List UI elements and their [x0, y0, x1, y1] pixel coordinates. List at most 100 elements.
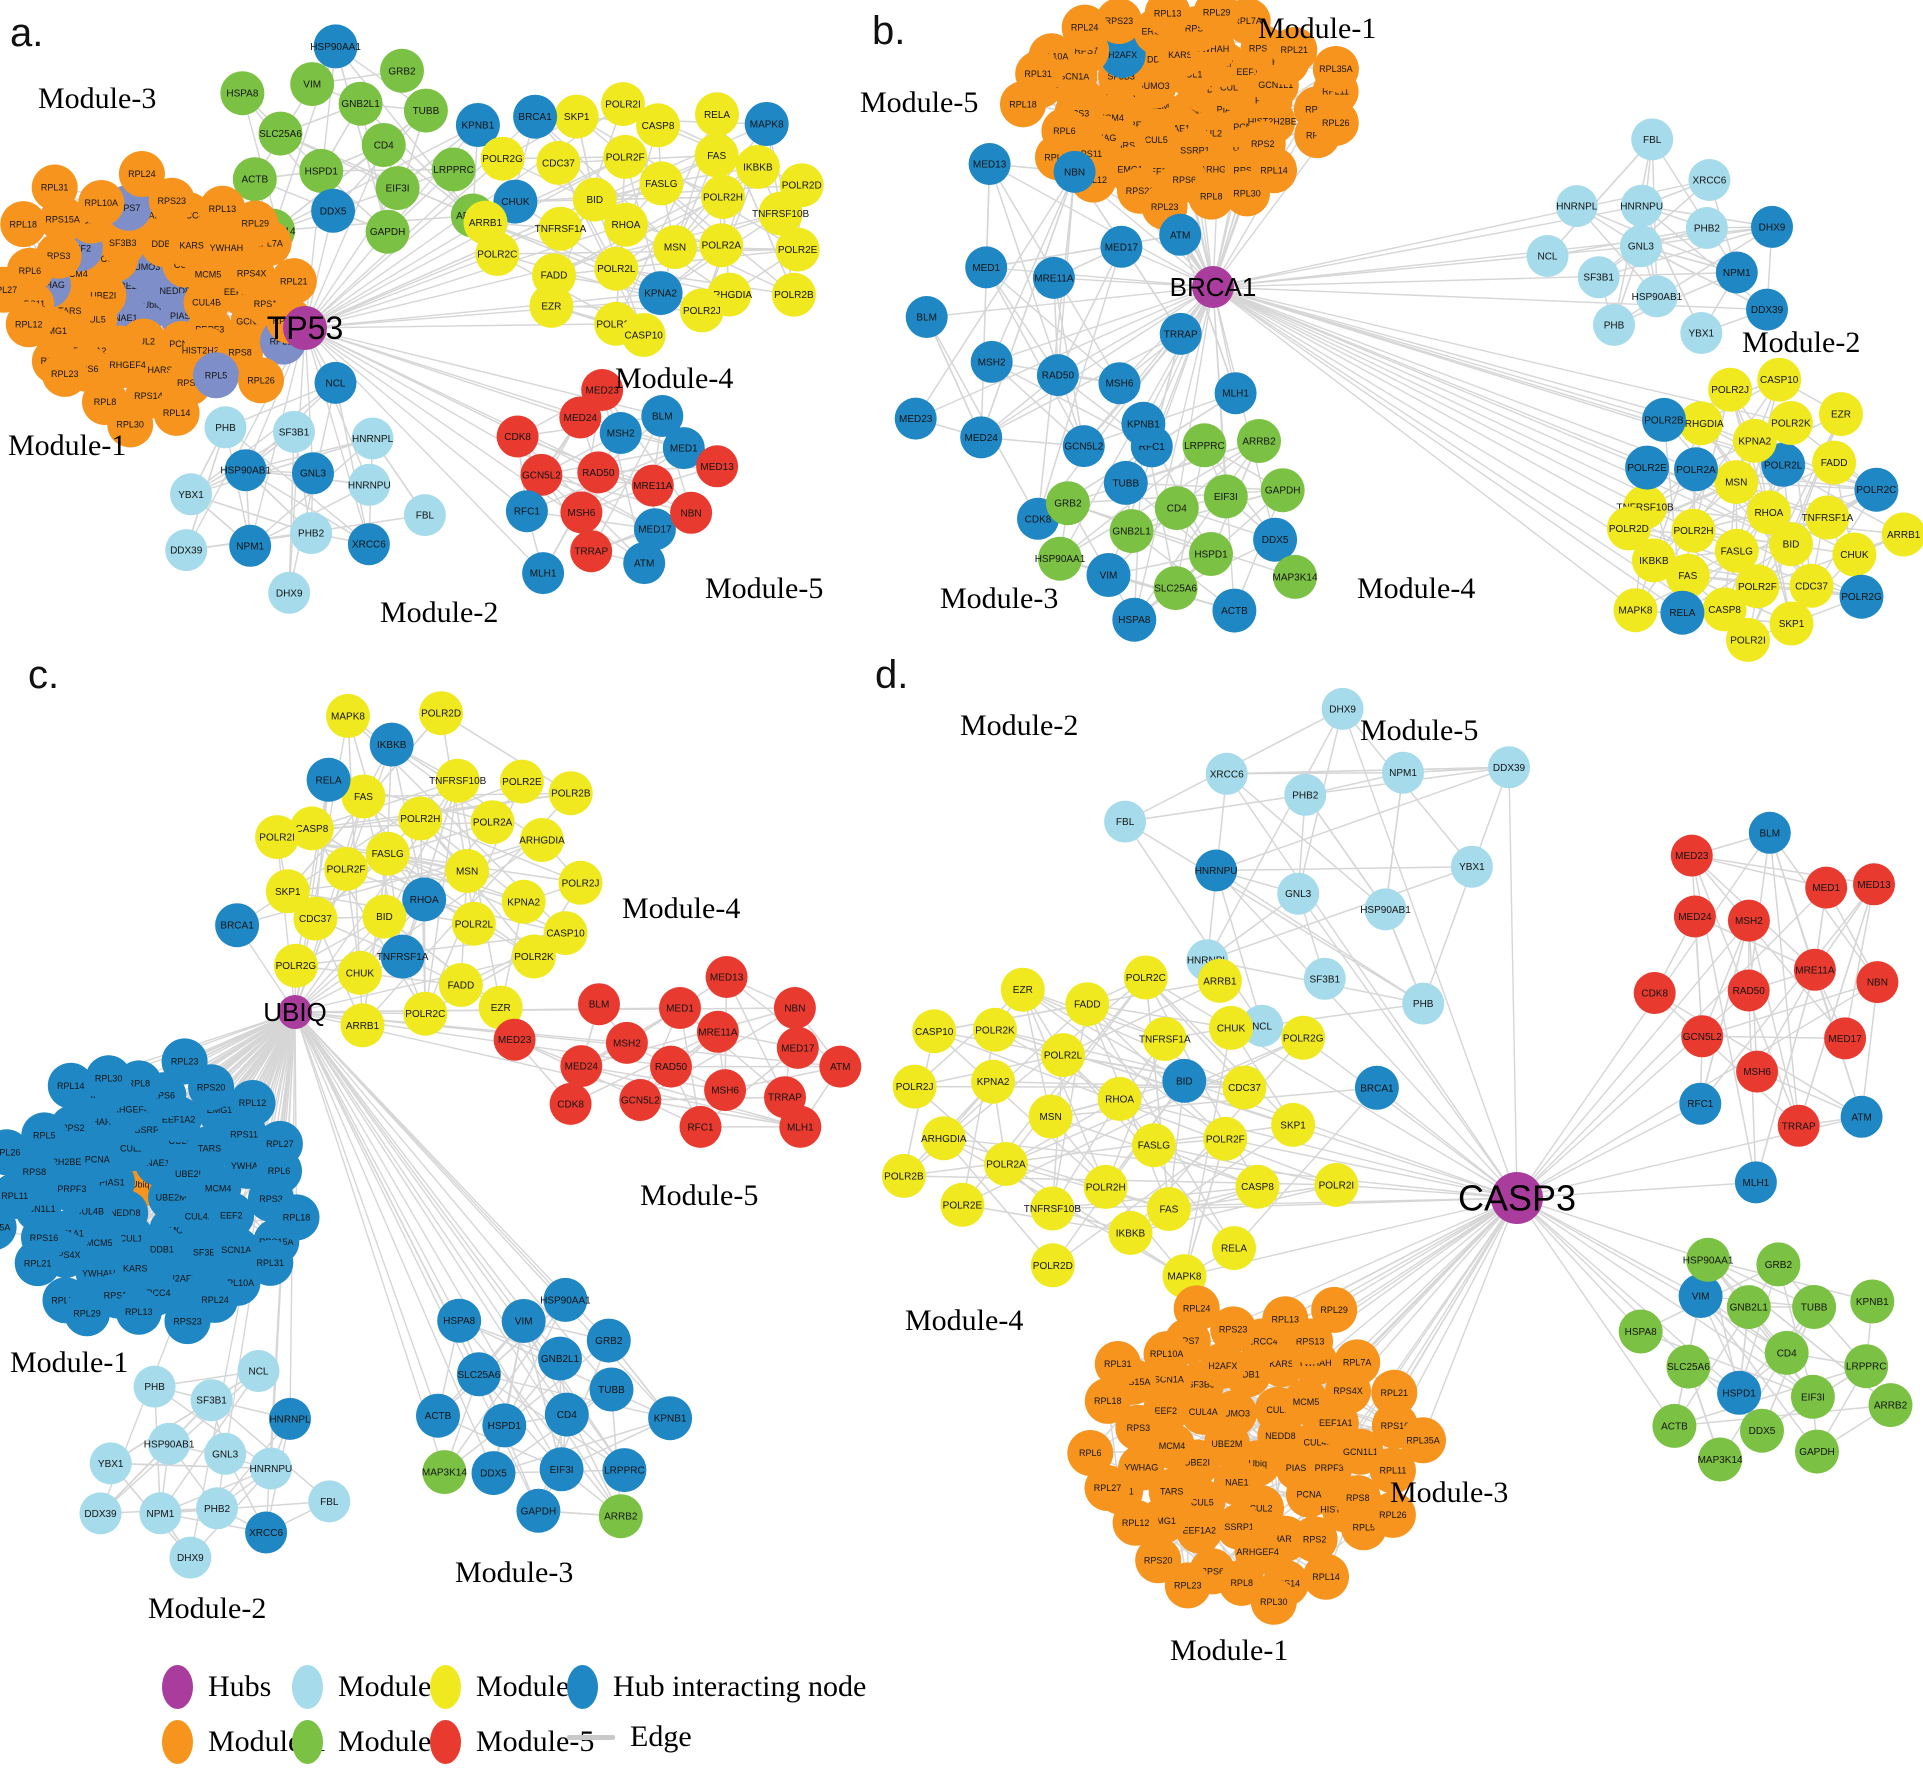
gene-label-SF3B3: SF3B3	[193, 1248, 221, 1258]
module-label-c: Module-4	[622, 892, 740, 925]
gene-label-CDK8: CDK8	[1025, 514, 1052, 525]
gene-label-POLR2F: POLR2F	[327, 864, 366, 875]
gene-label-DDX39: DDX39	[1751, 305, 1784, 316]
gene-node-HNRNPU	[1195, 849, 1238, 892]
gene-label-H2AFX: H2AFX	[168, 1274, 197, 1284]
gene-label-MED17: MED17	[781, 1043, 815, 1054]
module-label-b: Module-3	[940, 582, 1058, 615]
gene-label-NCL: NCL	[248, 1367, 268, 1378]
gene-node-KPNB1	[455, 103, 500, 147]
gene-node-MED13	[705, 956, 748, 998]
gene-label-ACTB: ACTB	[425, 1411, 452, 1422]
gene-label-HSPA8: HSPA8	[226, 89, 258, 100]
gene-label-IKBKB: IKBKB	[743, 162, 773, 173]
gene-node-POLR2G	[1839, 574, 1884, 619]
gene-node-RPL35A	[1400, 1417, 1446, 1464]
gene-label-CASP8: CASP8	[1241, 1182, 1274, 1193]
gene-label-ARHGDIA: ARHGDIA	[921, 1134, 967, 1145]
gene-node-CASP8	[1702, 587, 1747, 632]
gene-label-GCN1L1: GCN1L1	[21, 1204, 56, 1214]
gene-label-RPL26: RPL26	[0, 1147, 20, 1157]
gene-label-CASP10: CASP10	[1760, 375, 1799, 386]
gene-label-MSN: MSN	[1039, 1112, 1061, 1123]
gene-label-KPNA2: KPNA2	[1738, 436, 1771, 447]
gene-label-RPS6: RPS6	[1173, 175, 1197, 185]
gene-label-RPS2: RPS2	[177, 378, 201, 388]
gene-label-RPL8: RPL8	[94, 397, 117, 407]
gene-node-NBN	[670, 491, 713, 534]
gene-node-RHOA	[1097, 1076, 1142, 1121]
gene-label-RHOA: RHOA	[1754, 508, 1783, 519]
gene-label-ATM: ATM	[1170, 230, 1190, 241]
gene-node-RPL13	[1262, 1296, 1309, 1343]
gene-node-BID	[1162, 1058, 1207, 1103]
gene-label-GCN1L1: GCN1L1	[1258, 80, 1293, 90]
gene-node-MSH2	[970, 340, 1013, 383]
gene-label-GNL3: GNL3	[1285, 889, 1312, 900]
gene-node-DHX9	[1751, 205, 1793, 248]
gene-node-NBN	[773, 987, 816, 1029]
gene-node-POLR2H	[1083, 1164, 1128, 1209]
gene-label-POLR2G: POLR2G	[1841, 592, 1882, 603]
panel-b-labels: Module-1 Module-5 Module-2 Module-3 Module-4…	[860, 9, 1860, 615]
gene-label-ERCC4: ERCC4	[1247, 1337, 1278, 1347]
gene-node-HSP90AA1	[313, 24, 358, 69]
gene-label-CHUK: CHUK	[346, 968, 375, 979]
gene-label-RPL31: RPL31	[1024, 69, 1052, 79]
gene-label-RPL12: RPL12	[239, 1098, 267, 1108]
gene-label-NPM1: NPM1	[1723, 268, 1751, 279]
gene-label-RPL10A: RPL10A	[1150, 1349, 1184, 1359]
gene-label-HNRNPL: HNRNPL	[1187, 956, 1229, 967]
gene-node-MRE11A	[696, 1010, 739, 1053]
gene-label-HSPD1: HSPD1	[305, 166, 339, 177]
gene-node-POLR2G	[480, 136, 525, 181]
gene-node-KPNB1	[1121, 401, 1166, 446]
gene-label-MAP3K14: MAP3K14	[422, 1468, 467, 1479]
gene-node-HNRNPU	[1620, 184, 1663, 227]
gene-label-RPL21: RPL21	[1381, 1388, 1409, 1398]
gene-label-RPL23: RPL23	[1174, 1581, 1202, 1591]
gene-label-RPL18: RPL18	[1094, 1396, 1122, 1406]
gene-label-MED24: MED24	[565, 1062, 599, 1073]
gene-label-POLR2H: POLR2H	[703, 193, 743, 204]
gene-label-NEDD8: NEDD8	[110, 1208, 141, 1218]
panel-letter-a: a.	[10, 11, 43, 55]
gene-label-ARRB2: ARRB2	[604, 1512, 638, 1523]
gene-label-EIF3I: EIF3I	[1801, 1392, 1825, 1403]
gene-label-RPL8: RPL8	[128, 1079, 151, 1089]
gene-label-XRCC6: XRCC6	[249, 1528, 283, 1539]
gene-label-NBN: NBN	[681, 508, 702, 519]
gene-label-POLR2E: POLR2E	[1627, 463, 1667, 474]
gene-node-RPL5	[193, 352, 239, 399]
gene-node-HSPD1	[299, 148, 344, 193]
gene-node-FADD	[438, 963, 483, 1007]
gene-node-HNRNPL	[351, 417, 394, 460]
gene-node-MSH6	[704, 1069, 747, 1112]
gene-label-PHB: PHB	[1413, 999, 1434, 1010]
gene-label-GAPDH: GAPDH	[1265, 486, 1301, 497]
gene-node-POLR2B	[881, 1153, 926, 1198]
gene-label-TUBB: TUBB	[1801, 1303, 1828, 1314]
gene-label-DHX9: DHX9	[1759, 222, 1786, 233]
gene-label-TNFRSF1A: TNFRSF1A	[535, 224, 587, 235]
gene-node-CHUK	[1209, 1005, 1253, 1050]
gene-label-POLR2F: POLR2F	[1206, 1134, 1245, 1145]
gene-node-RPL24	[1061, 4, 1108, 51]
gene-node-RPL8	[1188, 173, 1235, 220]
gene-label-RPL26: RPL26	[1322, 118, 1350, 128]
gene-label-YBX1: YBX1	[1459, 862, 1485, 873]
gene-label-FASLG: FASLG	[645, 179, 677, 190]
hub-node-UBIQ	[278, 995, 312, 1029]
gene-label-POLR2A: POLR2A	[702, 241, 742, 252]
gene-label-GCN1L1: GCN1L1	[1343, 1447, 1378, 1457]
gene-label-RAD50: RAD50	[1733, 986, 1766, 997]
gene-label-BLM: BLM	[589, 1000, 610, 1011]
gene-node-RELA	[1660, 590, 1705, 635]
gene-node-ARHGEF4	[101, 341, 148, 388]
gene-label-PCNA: PCNA	[1296, 1490, 1321, 1500]
module-label-c: Module-1	[10, 1346, 128, 1379]
gene-label-MAP3K14: MAP3K14	[1698, 1455, 1743, 1466]
gene-node-RHOA	[604, 202, 648, 247]
gene-node-ARRB2	[1237, 419, 1281, 463]
gene-label-HSPA8: HSPA8	[1625, 1327, 1657, 1338]
